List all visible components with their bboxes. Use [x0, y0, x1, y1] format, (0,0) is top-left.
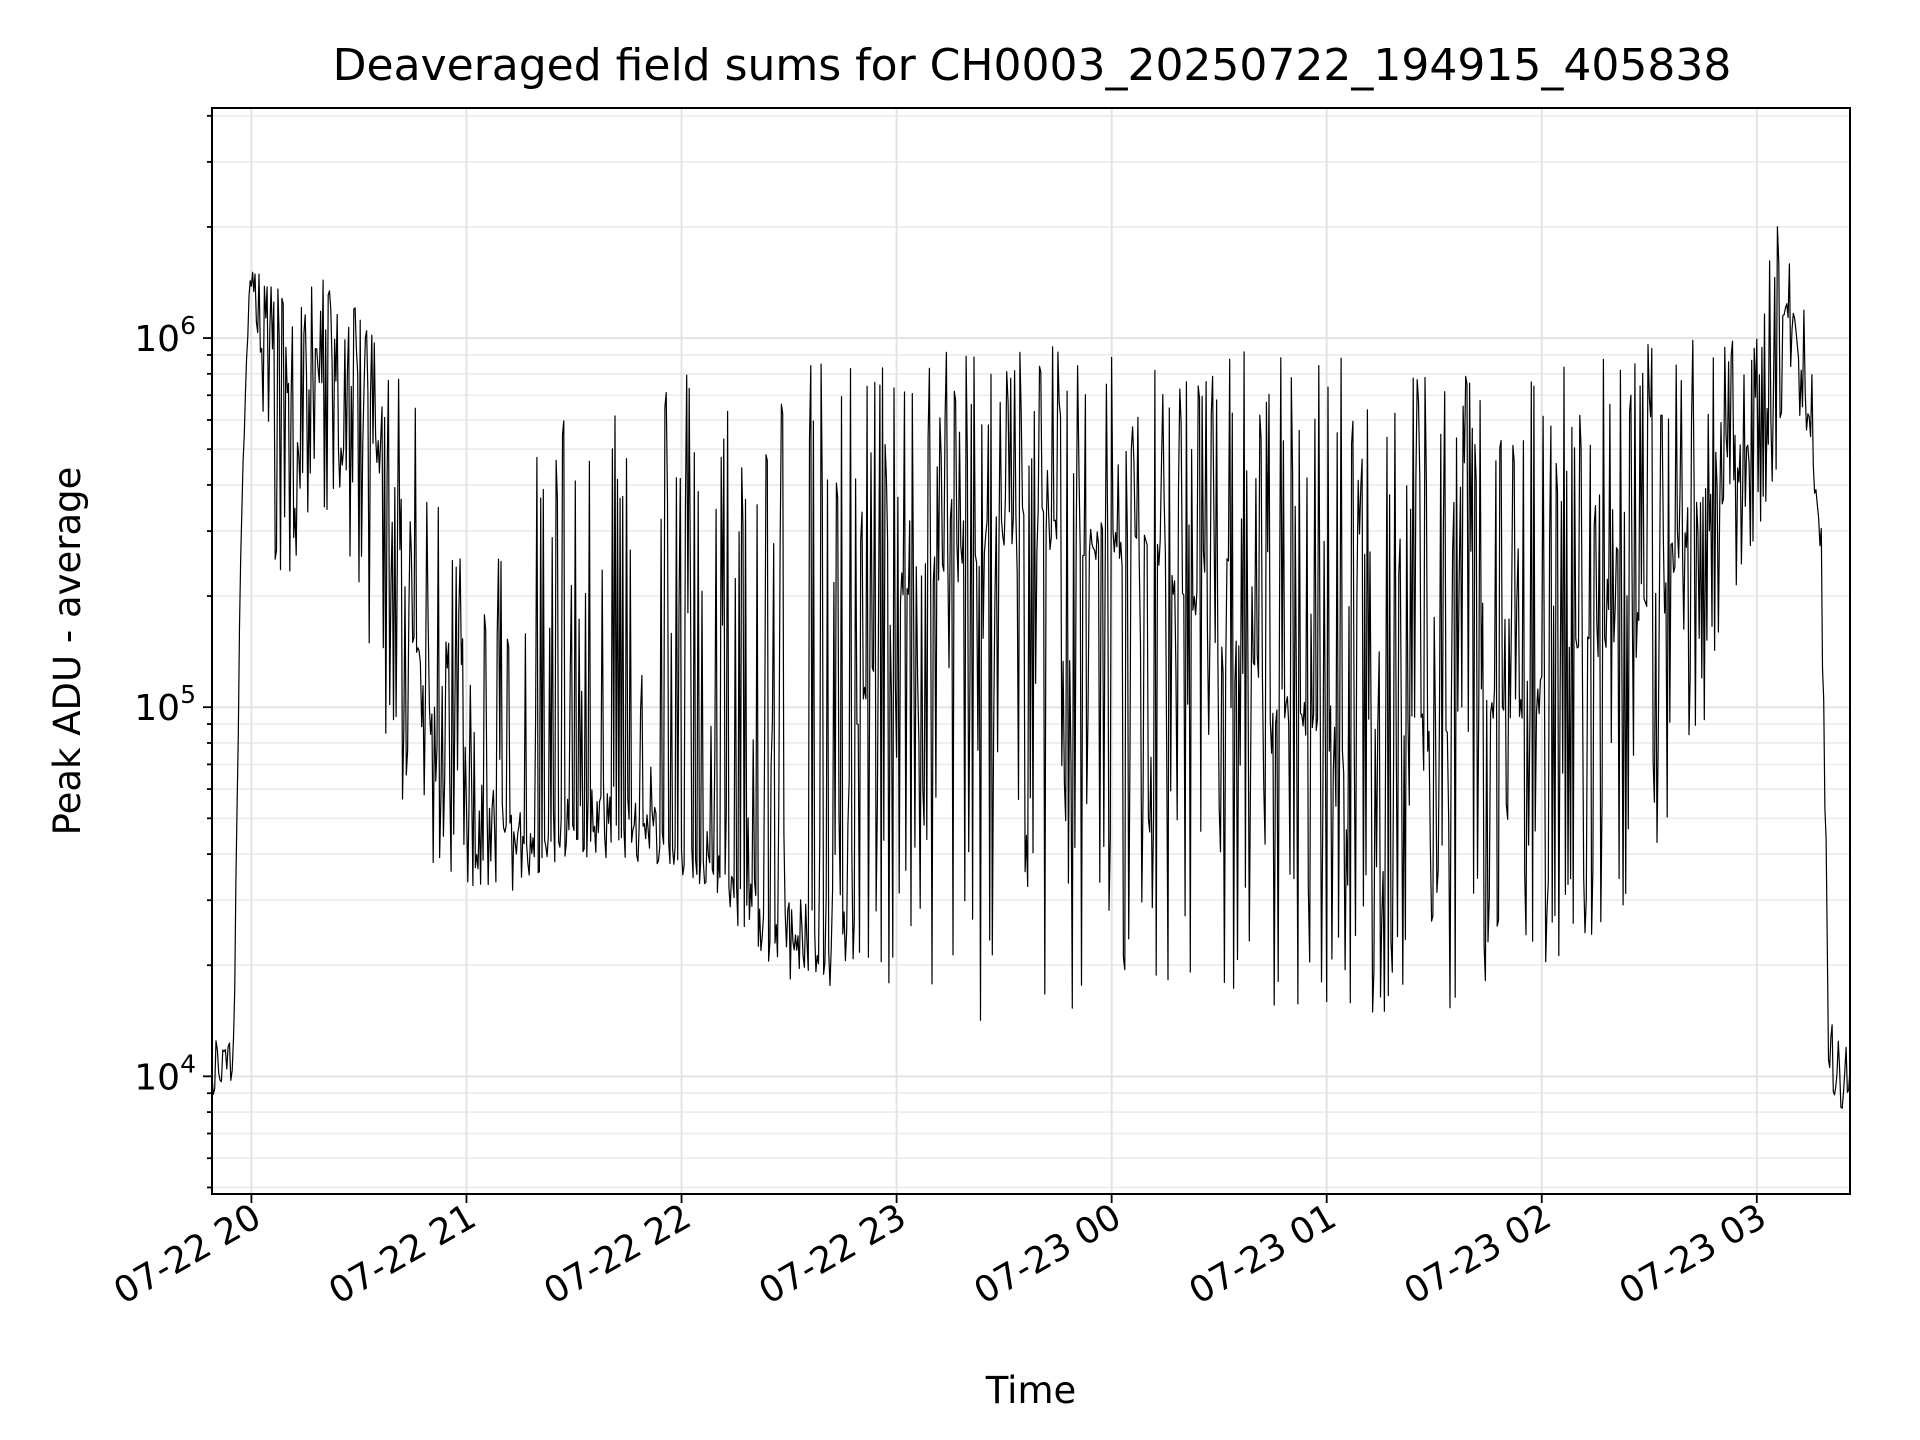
x-axis-label: Time	[985, 1369, 1077, 1412]
y-tick-label: 104	[134, 1049, 196, 1098]
y-tick-label-base: 10	[134, 319, 180, 360]
y-tick-label-base: 10	[134, 1057, 180, 1098]
y-tick-label-base: 10	[134, 688, 180, 729]
chart-title: Deaveraged field sums for CH0003_2025072…	[333, 40, 1732, 91]
series-layer	[211, 226, 1851, 1109]
y-tick-label-exponent: 4	[180, 1049, 196, 1078]
plot-area-frame	[211, 107, 1851, 1195]
y-axis-label: Peak ADU - average	[46, 467, 89, 836]
y-tick-label-exponent: 6	[180, 311, 196, 340]
y-tick-label-exponent: 5	[180, 680, 196, 709]
series-line	[211, 226, 1851, 1109]
y-tick-label: 106	[134, 311, 196, 360]
y-tick-label: 105	[134, 680, 196, 729]
